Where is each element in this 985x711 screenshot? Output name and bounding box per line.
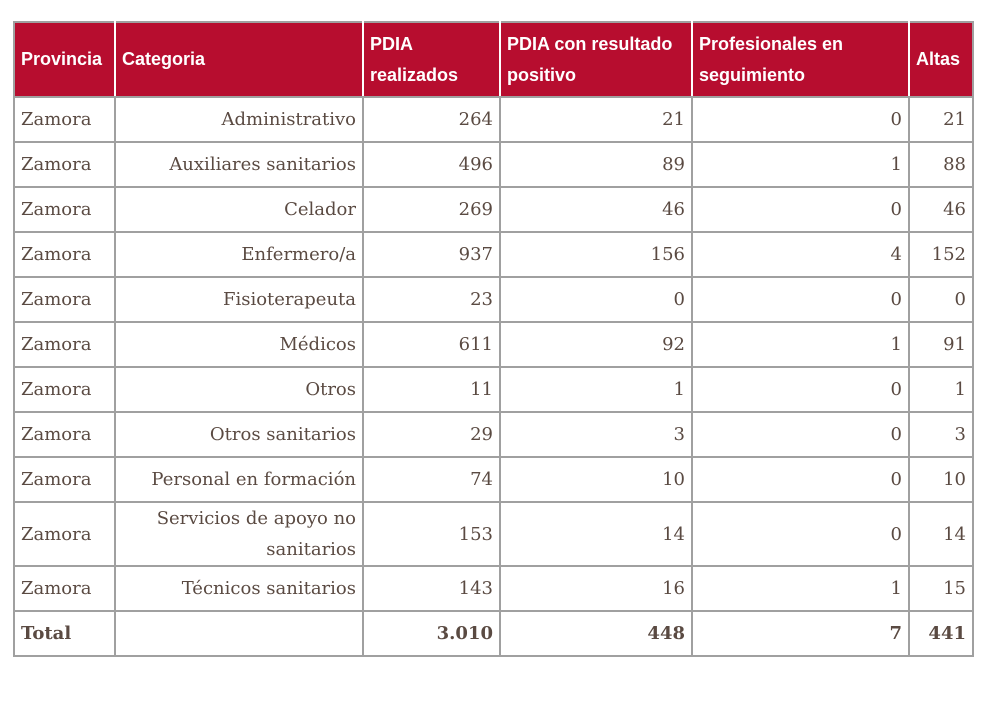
cell-profesionales-seguimiento: 0 xyxy=(691,366,910,413)
pdia-table: Provincia Categoria PDIA realizados PDIA… xyxy=(13,21,974,657)
cell-profesionales-seguimiento: 1 xyxy=(691,321,910,368)
table-row: Zamora Técnicos sanitarios 143 16 1 15 xyxy=(13,565,974,612)
table-row: Zamora Fisioterapeuta 23 0 0 0 xyxy=(13,276,974,323)
cell-profesionales-seguimiento: 0 xyxy=(691,276,910,323)
cell-profesionales-seguimiento: 0 xyxy=(691,96,910,143)
cell-pdia-realizados: 3.010 xyxy=(362,610,501,657)
cell-categoria: Servicios de apoyo no sanitarios xyxy=(114,501,364,567)
cell-categoria: Otros xyxy=(114,366,364,413)
table-row: Zamora Administrativo 264 21 0 21 xyxy=(13,96,974,143)
cell-pdia-positivo: 16 xyxy=(499,565,693,612)
cell-pdia-positivo: 10 xyxy=(499,456,693,503)
table-row: Zamora Médicos 611 92 1 91 xyxy=(13,321,974,368)
cell-profesionales-seguimiento: 1 xyxy=(691,565,910,612)
table-row: Zamora Personal en formación 74 10 0 10 xyxy=(13,456,974,503)
cell-provincia: Zamora xyxy=(13,96,116,143)
cell-categoria: Médicos xyxy=(114,321,364,368)
cell-pdia-realizados: 264 xyxy=(362,96,501,143)
table-row: Zamora Enfermero/a 937 156 4 152 xyxy=(13,231,974,278)
cell-categoria: Otros sanitarios xyxy=(114,411,364,458)
total-row: Total 3.010 448 7 441 xyxy=(13,610,974,657)
cell-pdia-realizados: 269 xyxy=(362,186,501,233)
cell-provincia: Zamora xyxy=(13,501,116,567)
cell-profesionales-seguimiento: 0 xyxy=(691,456,910,503)
cell-pdia-realizados: 496 xyxy=(362,141,501,188)
cell-pdia-positivo: 46 xyxy=(499,186,693,233)
cell-altas: 15 xyxy=(908,565,974,612)
header-row: Provincia Categoria PDIA realizados PDIA… xyxy=(13,21,974,98)
cell-altas: 152 xyxy=(908,231,974,278)
cell-pdia-positivo: 1 xyxy=(499,366,693,413)
cell-profesionales-seguimiento: 0 xyxy=(691,411,910,458)
cell-profesionales-seguimiento: 4 xyxy=(691,231,910,278)
cell-pdia-realizados: 29 xyxy=(362,411,501,458)
cell-pdia-realizados: 143 xyxy=(362,565,501,612)
cell-provincia: Zamora xyxy=(13,321,116,368)
cell-pdia-realizados: 611 xyxy=(362,321,501,368)
cell-pdia-positivo: 14 xyxy=(499,501,693,567)
cell-altas: 3 xyxy=(908,411,974,458)
table-row: Zamora Servicios de apoyo no sanitarios 15… xyxy=(13,501,974,567)
cell-pdia-positivo: 0 xyxy=(499,276,693,323)
cell-altas: 21 xyxy=(908,96,974,143)
cell-pdia-realizados: 937 xyxy=(362,231,501,278)
header-categoria: Categoria xyxy=(114,21,364,98)
cell-provincia: Zamora xyxy=(13,565,116,612)
cell-provincia: Zamora xyxy=(13,276,116,323)
header-provincia: Provincia xyxy=(13,21,116,98)
cell-profesionales-seguimiento: 1 xyxy=(691,141,910,188)
table-row: Zamora Otros sanitarios 29 3 0 3 xyxy=(13,411,974,458)
cell-categoria: Personal en formación xyxy=(114,456,364,503)
cell-profesionales-seguimiento: 0 xyxy=(691,186,910,233)
cell-altas: 10 xyxy=(908,456,974,503)
cell-pdia-realizados: 11 xyxy=(362,366,501,413)
cell-pdia-positivo: 3 xyxy=(499,411,693,458)
cell-pdia-positivo: 448 xyxy=(499,610,693,657)
cell-categoria: Administrativo xyxy=(114,96,364,143)
cell-pdia-realizados: 23 xyxy=(362,276,501,323)
table-row: Zamora Celador 269 46 0 46 xyxy=(13,186,974,233)
cell-provincia: Zamora xyxy=(13,411,116,458)
cell-provincia: Zamora xyxy=(13,366,116,413)
cell-categoria xyxy=(114,610,364,657)
cell-altas: 46 xyxy=(908,186,974,233)
cell-pdia-positivo: 89 xyxy=(499,141,693,188)
cell-profesionales-seguimiento: 0 xyxy=(691,501,910,567)
cell-altas: 14 xyxy=(908,501,974,567)
table-row: Zamora Otros 11 1 0 1 xyxy=(13,366,974,413)
header-altas: Altas xyxy=(908,21,974,98)
header-pdia-positivo: PDIA con resultado positivo xyxy=(499,21,693,98)
cell-categoria: Celador xyxy=(114,186,364,233)
cell-provincia: Total xyxy=(13,610,116,657)
cell-altas: 88 xyxy=(908,141,974,188)
header-profesionales-seguimiento: Profesionales en seguimiento xyxy=(691,21,910,98)
cell-pdia-positivo: 21 xyxy=(499,96,693,143)
cell-pdia-realizados: 74 xyxy=(362,456,501,503)
cell-provincia: Zamora xyxy=(13,141,116,188)
cell-provincia: Zamora xyxy=(13,456,116,503)
cell-altas: 91 xyxy=(908,321,974,368)
cell-pdia-positivo: 156 xyxy=(499,231,693,278)
cell-provincia: Zamora xyxy=(13,231,116,278)
cell-pdia-realizados: 153 xyxy=(362,501,501,567)
cell-altas: 1 xyxy=(908,366,974,413)
header-pdia-realizados: PDIA realizados xyxy=(362,21,501,98)
cell-categoria: Técnicos sanitarios xyxy=(114,565,364,612)
cell-categoria: Enfermero/a xyxy=(114,231,364,278)
cell-pdia-positivo: 92 xyxy=(499,321,693,368)
cell-altas: 0 xyxy=(908,276,974,323)
cell-categoria: Auxiliares sanitarios xyxy=(114,141,364,188)
cell-altas: 441 xyxy=(908,610,974,657)
cell-provincia: Zamora xyxy=(13,186,116,233)
cell-profesionales-seguimiento: 7 xyxy=(691,610,910,657)
cell-categoria: Fisioterapeuta xyxy=(114,276,364,323)
table-row: Zamora Auxiliares sanitarios 496 89 1 88 xyxy=(13,141,974,188)
